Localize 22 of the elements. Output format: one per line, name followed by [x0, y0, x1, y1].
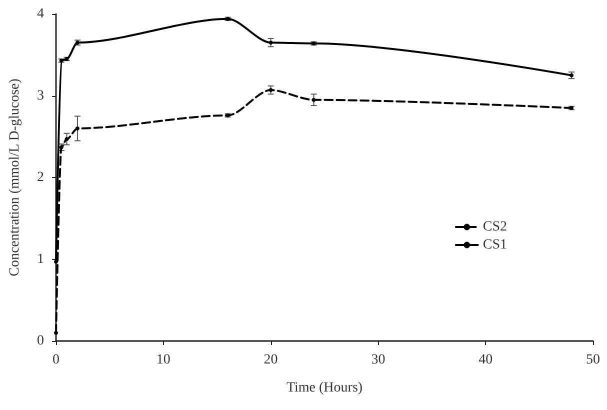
x-axis-title: Time (Hours): [286, 380, 363, 396]
y-tick-label: 3: [37, 88, 44, 104]
point: [75, 126, 80, 130]
point: [312, 98, 316, 102]
y-tick-label: 1: [37, 252, 44, 267]
y-tick-label: 0: [37, 334, 44, 348]
x-tick-label: 20: [264, 352, 278, 368]
legend-label: CS1: [482, 238, 507, 252]
x-tick-label: 10: [156, 352, 170, 368]
y-tick-label: 4: [37, 6, 44, 22]
point: [268, 40, 273, 45]
x-tick-label: 30: [371, 352, 386, 368]
point: [268, 88, 273, 92]
legend-label: CS2: [482, 220, 507, 234]
x-tick-label: 50: [586, 352, 600, 368]
y-tick-label: 2: [37, 170, 44, 185]
point: [54, 330, 58, 335]
point: [64, 137, 69, 142]
y-axis-title: Concentration (mmol/L D-glucose): [8, 78, 22, 276]
point: [54, 260, 58, 264]
x-tick-label: 0: [52, 352, 60, 368]
x-tick-label: 40: [478, 352, 493, 368]
